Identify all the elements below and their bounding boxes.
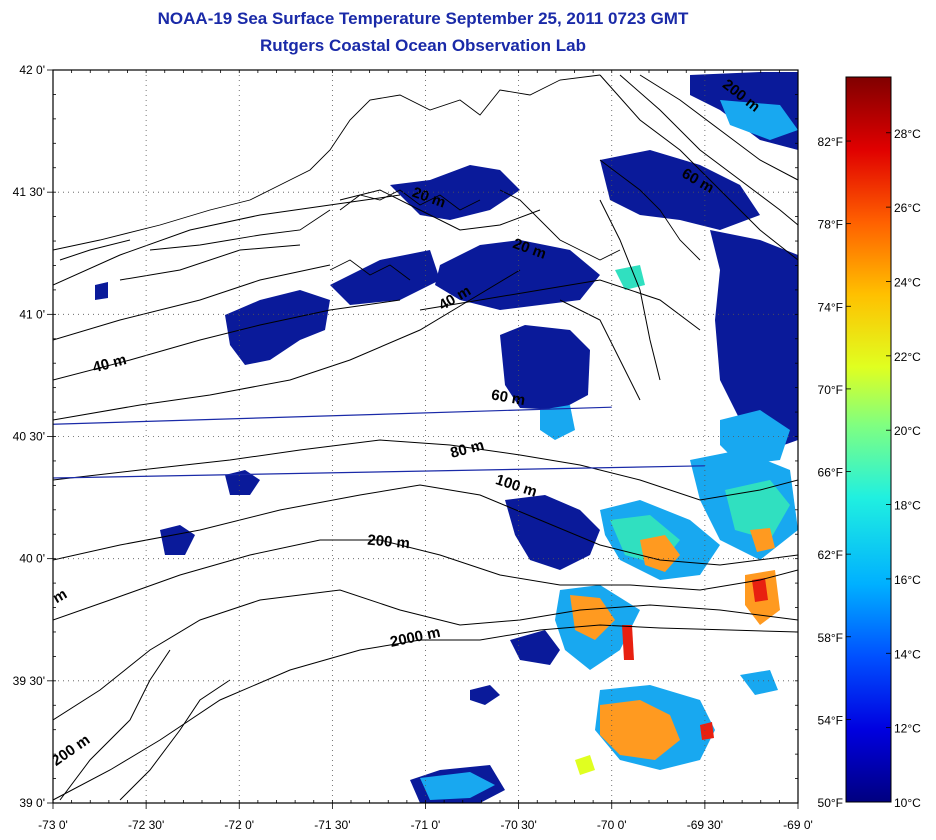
sst-warm-patches: [420, 100, 798, 800]
celsius-label: 10°C: [894, 796, 921, 810]
lat-label: 41 30': [13, 185, 45, 199]
fahrenheit-label: 58°F: [818, 631, 843, 645]
depth-label: 60 m: [490, 387, 527, 410]
fahrenheit-label: 78°F: [818, 218, 843, 232]
fahrenheit-label: 74°F: [818, 300, 843, 314]
lat-label: 42 0': [19, 63, 45, 77]
celsius-label: 12°C: [894, 722, 921, 736]
lat-label: 39 30': [13, 674, 45, 688]
lon-label: -71 0': [411, 818, 441, 832]
celsius-label: 20°C: [894, 424, 921, 438]
celsius-labels: 28°C 26°C 24°C 22°C 20°C 18°C 16°C 14°C 12°C 10°C: [894, 127, 921, 810]
celsius-label: 28°C: [894, 127, 921, 141]
celsius-label: 22°C: [894, 350, 921, 364]
satellite-track-line: [53, 465, 705, 479]
longitude-labels: -73 0' -72 30' -72 0' -71 30' -71 0' -70 30' -…: [38, 818, 813, 832]
bathymetry-contours: [53, 74, 798, 801]
lon-label: -73 0': [38, 818, 68, 832]
fahrenheit-label: 82°F: [818, 135, 843, 149]
lat-label: 40 30': [13, 430, 45, 444]
fahrenheit-labels: 82°F 78°F 74°F 70°F 66°F 62°F 58°F 54°F 50°F: [818, 135, 843, 810]
colorbar-ticks: [846, 132, 891, 803]
lon-label: -70 30': [500, 818, 536, 832]
frame-ticks: [47, 69, 799, 809]
lon-label: -70 0': [597, 818, 627, 832]
grid-lines: [53, 70, 798, 803]
depth-label: 200 m: [367, 532, 411, 553]
lon-label: -71 30': [314, 818, 350, 832]
celsius-label: 24°C: [894, 275, 921, 289]
lon-label: -72 0': [224, 818, 254, 832]
lat-label: 41 0': [19, 307, 45, 321]
lat-label: 40 0': [19, 552, 45, 566]
fahrenheit-label: 54°F: [818, 713, 843, 727]
lon-label: -72 30': [128, 818, 164, 832]
coastline: [53, 74, 701, 281]
lat-label: 39 0': [19, 796, 45, 810]
colorbar: [845, 76, 892, 803]
fahrenheit-label: 50°F: [818, 796, 843, 810]
celsius-label: 26°C: [894, 201, 921, 215]
fahrenheit-label: 62°F: [818, 548, 843, 562]
map-subtitle: Rutgers Coastal Ocean Observation Lab: [260, 36, 586, 55]
celsius-label: 18°C: [894, 499, 921, 513]
celsius-label: 14°C: [894, 647, 921, 661]
sst-cold-patches: [95, 72, 798, 803]
celsius-label: 16°C: [894, 573, 921, 587]
map-title: NOAA-19 Sea Surface Temperature Septembe…: [157, 9, 689, 28]
fahrenheit-label: 66°F: [818, 466, 843, 480]
lon-label: -69 30': [687, 818, 723, 832]
fahrenheit-label: 70°F: [818, 383, 843, 397]
latitude-labels: 42 0' 41 30' 41 0' 40 30' 40 0' 39 30' 39 0': [13, 63, 45, 810]
lon-label: -69 0': [783, 818, 813, 832]
